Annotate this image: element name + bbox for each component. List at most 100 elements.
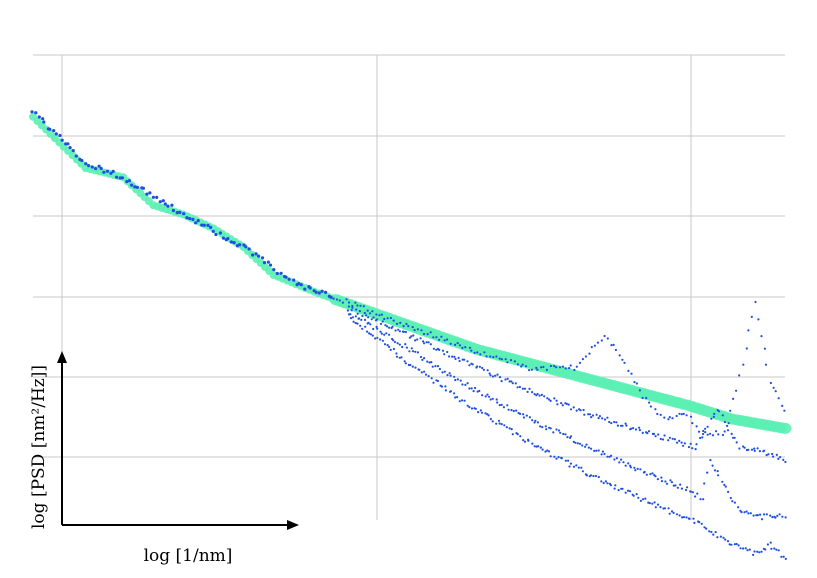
measured-point [712, 415, 715, 418]
measured-point [381, 320, 384, 323]
measured-point [629, 466, 633, 469]
measured-point [456, 396, 459, 399]
measured-point [503, 424, 506, 427]
measured-point [721, 414, 724, 417]
measured-point [497, 419, 501, 422]
measured-point [665, 482, 669, 485]
measured-point [461, 346, 464, 349]
measured-point [680, 487, 684, 490]
measured-point [427, 375, 430, 378]
measured-point [738, 374, 741, 377]
measured-point [533, 421, 536, 424]
measured-point [774, 516, 777, 519]
measured-point [518, 385, 522, 389]
measured-point [399, 321, 402, 324]
measured-point [379, 338, 382, 341]
measured-point [416, 328, 419, 331]
measured-point [409, 363, 412, 367]
measured-point [454, 378, 457, 382]
measured-point [359, 324, 362, 327]
measured-point [531, 391, 534, 394]
measured-point [726, 424, 729, 427]
measured-point [713, 469, 717, 472]
measured-point [676, 441, 679, 444]
measured-point [590, 447, 593, 450]
measured-point [251, 253, 255, 257]
measured-point [753, 449, 756, 452]
measured-point [746, 549, 749, 552]
measured-point [682, 444, 685, 447]
measured-point [404, 330, 407, 334]
measured-point [723, 420, 727, 424]
measured-point [384, 324, 387, 327]
measured-point [466, 382, 469, 385]
measured-point [133, 185, 137, 189]
measured-point [430, 377, 433, 380]
measured-point [495, 422, 498, 425]
measured-point [590, 346, 593, 349]
measured-point [702, 432, 705, 436]
measured-point [388, 333, 391, 336]
measured-point [651, 502, 654, 505]
measured-point [634, 428, 638, 431]
measured-point [476, 351, 479, 354]
measured-point [634, 469, 637, 472]
measured-point [564, 433, 567, 436]
measured-point [745, 347, 748, 350]
measured-point [610, 422, 613, 425]
measured-point [145, 192, 149, 196]
measured-point [471, 363, 474, 366]
measured-point [742, 363, 745, 366]
measured-point [196, 219, 200, 223]
measured-point [596, 341, 600, 344]
measured-point [376, 336, 379, 339]
measured-point [449, 342, 452, 345]
measured-point [528, 387, 531, 390]
measured-point [361, 314, 364, 318]
measured-point [724, 538, 727, 541]
measured-point [699, 498, 702, 501]
measured-point [635, 493, 638, 496]
measured-point [486, 369, 489, 372]
measured-point [661, 438, 665, 441]
measured-point [721, 433, 725, 437]
measured-point [710, 530, 713, 534]
fit-point [778, 422, 792, 434]
measured-point [531, 442, 534, 445]
measured-point [668, 436, 672, 439]
measured-point [539, 425, 542, 428]
measured-point [754, 300, 757, 304]
measured-point [772, 455, 775, 458]
measured-point [770, 547, 773, 550]
measured-point [414, 350, 417, 353]
measured-point [178, 210, 182, 214]
measured-point [685, 414, 688, 417]
measured-point [624, 422, 627, 425]
measured-point [279, 271, 283, 275]
measured-point [141, 186, 145, 190]
measured-point [468, 346, 472, 349]
measured-point [545, 428, 548, 431]
measured-point [649, 405, 653, 408]
measured-point [483, 351, 486, 354]
measured-point [549, 427, 552, 430]
measured-point [365, 314, 368, 317]
measured-point [593, 449, 596, 452]
measured-point [209, 225, 213, 229]
measured-point [492, 356, 495, 359]
measured-point [495, 398, 498, 401]
measured-point [42, 120, 46, 124]
measured-point [478, 365, 481, 368]
measured-point [749, 512, 752, 515]
measured-point [730, 432, 733, 435]
measured-point [441, 349, 445, 352]
measured-point [221, 236, 225, 240]
measured-point [539, 446, 542, 449]
measured-point [601, 450, 605, 453]
measured-point [739, 547, 742, 550]
measured-point [564, 459, 567, 462]
measured-point [769, 381, 773, 385]
measured-point [354, 301, 357, 304]
measured-point [363, 318, 367, 321]
measured-point [402, 330, 405, 333]
